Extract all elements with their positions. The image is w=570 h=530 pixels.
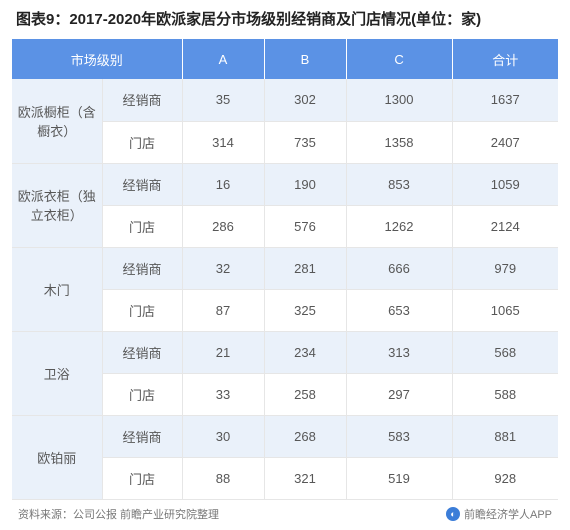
brand-icon: ◐ [446,507,460,521]
value-cell: 297 [346,373,452,415]
value-cell: 32 [182,247,264,289]
table-row: 欧派橱柜（含橱衣）经销商3530213001637 [12,79,558,121]
category-cell: 卫浴 [12,331,102,415]
value-cell: 576 [264,205,346,247]
value-cell: 588 [452,373,558,415]
value-cell: 21 [182,331,264,373]
table-body: 欧派橱柜（含橱衣）经销商3530213001637门店3147351358240… [12,79,558,499]
value-cell: 286 [182,205,264,247]
type-cell: 经销商 [102,331,182,373]
value-cell: 302 [264,79,346,121]
value-cell: 281 [264,247,346,289]
value-cell: 666 [346,247,452,289]
type-cell: 经销商 [102,415,182,457]
value-cell: 258 [264,373,346,415]
category-cell: 木门 [12,247,102,331]
brand-text: 前瞻经济学人APP [464,506,552,522]
value-cell: 234 [264,331,346,373]
value-cell: 2407 [452,121,558,163]
type-cell: 门店 [102,205,182,247]
table-row: 欧铂丽经销商30268583881 [12,415,558,457]
footer: 资料来源：公司公报 前瞻产业研究院整理 ◐ 前瞻经济学人APP [12,500,558,522]
value-cell: 979 [452,247,558,289]
type-cell: 门店 [102,457,182,499]
value-cell: 33 [182,373,264,415]
value-cell: 30 [182,415,264,457]
type-cell: 经销商 [102,163,182,205]
header-category: 市场级别 [12,39,182,79]
value-cell: 881 [452,415,558,457]
type-cell: 经销商 [102,247,182,289]
header-c: C [346,39,452,79]
value-cell: 928 [452,457,558,499]
value-cell: 1059 [452,163,558,205]
header-b: B [264,39,346,79]
category-cell: 欧派橱柜（含橱衣） [12,79,102,163]
source-text: 资料来源：公司公报 前瞻产业研究院整理 [18,506,219,522]
value-cell: 190 [264,163,346,205]
table-row: 欧派衣柜（独立衣柜）经销商161908531059 [12,163,558,205]
type-cell: 门店 [102,373,182,415]
value-cell: 268 [264,415,346,457]
category-cell: 欧派衣柜（独立衣柜） [12,163,102,247]
chart-title: 图表9：2017-2020年欧派家居分市场级别经销商及门店情况(单位：家) [12,8,558,29]
header-a: A [182,39,264,79]
value-cell: 735 [264,121,346,163]
value-cell: 583 [346,415,452,457]
type-cell: 门店 [102,121,182,163]
table-row: 木门经销商32281666979 [12,247,558,289]
value-cell: 314 [182,121,264,163]
value-cell: 853 [346,163,452,205]
value-cell: 568 [452,331,558,373]
table-row: 卫浴经销商21234313568 [12,331,558,373]
value-cell: 1637 [452,79,558,121]
value-cell: 88 [182,457,264,499]
table-header-row: 市场级别 A B C 合计 [12,39,558,79]
value-cell: 519 [346,457,452,499]
value-cell: 1358 [346,121,452,163]
brand-logo: ◐ 前瞻经济学人APP [446,506,552,522]
value-cell: 1262 [346,205,452,247]
value-cell: 1300 [346,79,452,121]
value-cell: 653 [346,289,452,331]
value-cell: 2124 [452,205,558,247]
type-cell: 经销商 [102,79,182,121]
type-cell: 门店 [102,289,182,331]
value-cell: 16 [182,163,264,205]
value-cell: 87 [182,289,264,331]
value-cell: 35 [182,79,264,121]
value-cell: 1065 [452,289,558,331]
value-cell: 321 [264,457,346,499]
value-cell: 313 [346,331,452,373]
value-cell: 325 [264,289,346,331]
data-table: 市场级别 A B C 合计 欧派橱柜（含橱衣）经销商3530213001637门… [12,39,558,500]
category-cell: 欧铂丽 [12,415,102,499]
header-total: 合计 [452,39,558,79]
